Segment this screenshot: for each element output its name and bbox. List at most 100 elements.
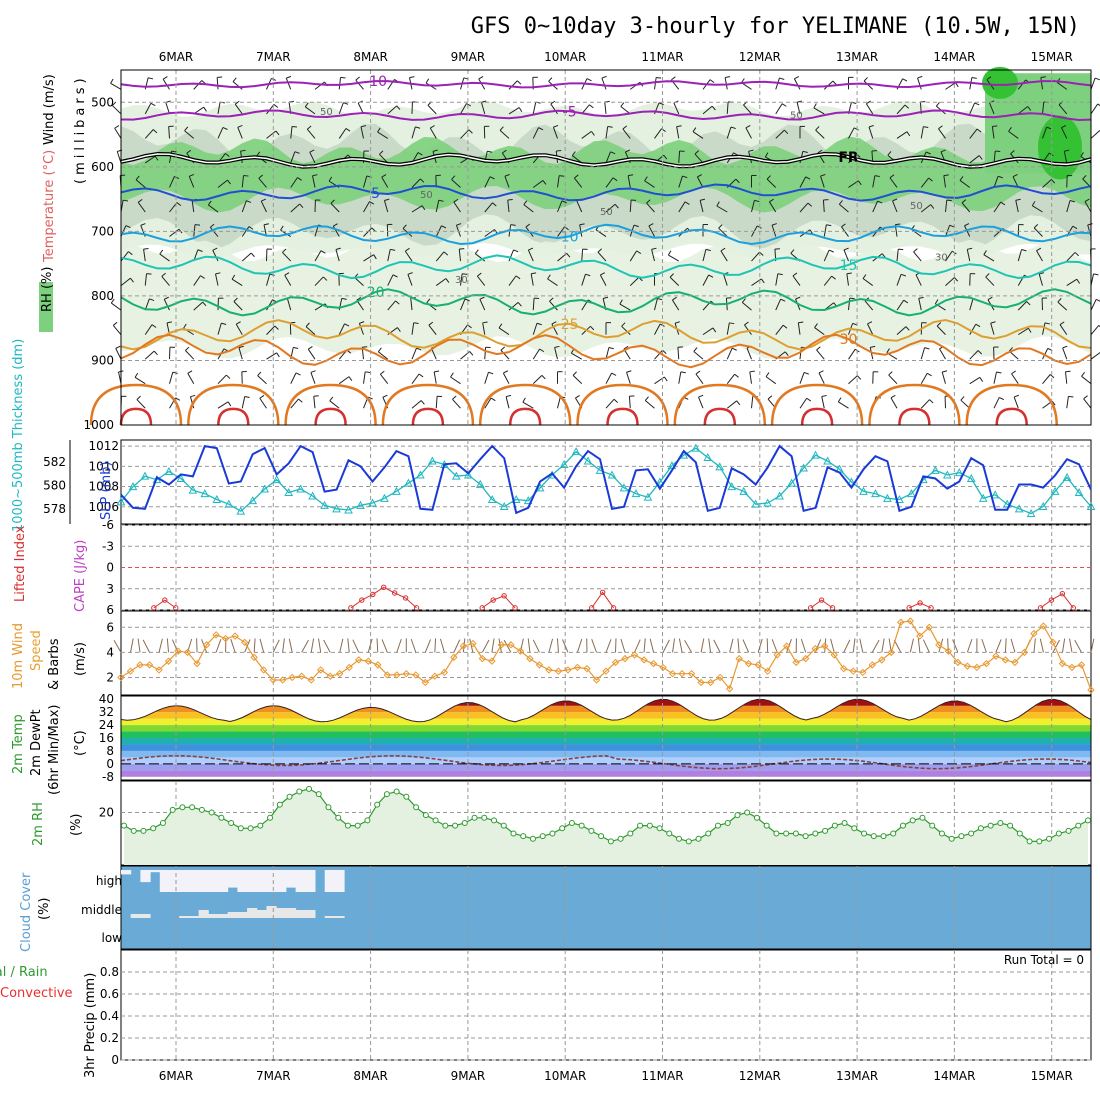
- wind-speed-marker: [963, 662, 972, 670]
- wind-barb-10m: [1052, 639, 1060, 653]
- rh2m-marker: [189, 804, 196, 811]
- wind-barb-10m: [339, 638, 344, 653]
- wind-barb-flag: [718, 224, 723, 229]
- wind-barb-flag: [503, 370, 509, 374]
- wind-barb: [522, 401, 534, 409]
- wind-speed-marker: [155, 666, 163, 674]
- wind-barb-flag: [550, 100, 556, 105]
- wind-barb-flag: [992, 125, 998, 128]
- wind-barb: [1066, 252, 1076, 262]
- rh2m-marker: [218, 814, 225, 821]
- wind-barb: [435, 200, 440, 213]
- wind-barb-flag: [185, 346, 190, 351]
- heating-dome-contour: [770, 383, 864, 426]
- wind-barb-flag: [1000, 201, 1006, 206]
- wind-barb: [938, 128, 946, 139]
- middle-cloud-bar: [130, 914, 141, 918]
- thickness-marker: [308, 491, 317, 500]
- thickness-marker: [368, 498, 377, 507]
- thickness-marker: [499, 501, 509, 510]
- wind-barb-10m: [981, 638, 987, 653]
- wind-barb-10m: [830, 638, 835, 653]
- wind-barb: [266, 273, 271, 286]
- wind-barb: [765, 376, 777, 385]
- wind-barb: [677, 347, 680, 360]
- wind-barb: [135, 179, 146, 188]
- thickness-marker: [200, 489, 210, 498]
- wind-barb-10m: [649, 638, 655, 653]
- wind-barb: [217, 374, 227, 385]
- wind-barb-10m: [1039, 638, 1044, 653]
- heating-dome-contour: [965, 383, 1058, 426]
- wind-barb-flag: [488, 371, 494, 375]
- high-cloud-bar: [285, 870, 297, 888]
- wind-barb-flag: [190, 394, 196, 398]
- wind-barb-10m: [301, 639, 309, 653]
- wind-barb-flag: [601, 75, 607, 79]
- wind-barb-flag: [329, 396, 334, 402]
- wind-barb: [915, 274, 922, 286]
- wind-barb-10m: [1061, 638, 1066, 653]
- lifted-index-marker: [501, 593, 507, 599]
- wind-barb-flag: [708, 274, 714, 278]
- wind-barb: [889, 177, 898, 188]
- rh2m-marker: [403, 793, 410, 800]
- wind-barb: [775, 273, 779, 286]
- lifted-index-marker: [490, 597, 496, 603]
- wind-barb-flag: [150, 102, 156, 107]
- rh2m-marker: [968, 830, 975, 837]
- wind-barb: [217, 127, 224, 139]
- wind-barb: [161, 276, 170, 286]
- wind-barb: [872, 175, 876, 188]
- thickness-marker: [942, 470, 952, 479]
- wind-barb: [557, 226, 565, 237]
- wind-barb: [238, 347, 243, 360]
- wind-barb-flag: [986, 76, 992, 81]
- wind-barb: [1033, 227, 1043, 237]
- wind-barb-flag: [212, 247, 218, 251]
- wind-barb-flag: [360, 125, 366, 128]
- rh2m-marker: [374, 801, 381, 808]
- wind-barb-flag: [269, 273, 275, 276]
- wind-barb-flag: [356, 296, 362, 301]
- wind-barb-flag: [589, 104, 594, 109]
- middle-cloud-bar: [140, 914, 151, 918]
- wind-barb: [410, 298, 413, 311]
- wind-barb-flag: [516, 80, 522, 85]
- wind-barb: [619, 303, 631, 311]
- wind-barb: [335, 249, 340, 262]
- high-cloud-bar: [276, 870, 287, 892]
- lifted-index-marker: [370, 591, 376, 598]
- wind-barb: [862, 278, 874, 286]
- wind-barb: [605, 203, 616, 213]
- wind-barb: [217, 179, 228, 188]
- wind-barb-flag: [730, 126, 736, 130]
- wind-barb-flag: [697, 174, 703, 178]
- wind-barb-flag: [1046, 126, 1052, 130]
- wind-barb-flag: [231, 274, 236, 280]
- thickness-marker: [1026, 508, 1036, 517]
- high-cloud-bar: [159, 870, 170, 892]
- wind-barb-flag: [341, 297, 347, 300]
- wind-barb: [377, 351, 389, 360]
- wind-barb-flag: [322, 276, 328, 281]
- wind-barb-flag: [161, 272, 166, 277]
- bottom-date-label: 15MAR: [1031, 1069, 1073, 1083]
- wind-barb: [453, 201, 461, 213]
- wind-barb: [654, 298, 658, 311]
- temp-color-band: [121, 725, 1091, 732]
- wind-barb: [165, 102, 170, 115]
- thickness-marker: [128, 482, 138, 491]
- wind-barb-flag: [152, 129, 158, 134]
- wind-barb-flag: [551, 321, 557, 325]
- wind-barb-flag: [464, 298, 470, 302]
- wind-barb-flag: [309, 149, 315, 153]
- wind-speed-marker: [221, 634, 230, 643]
- temp-color-band: [121, 718, 1091, 726]
- wind-barb-flag: [767, 395, 773, 400]
- wind-barb-10m: [1090, 638, 1095, 653]
- wind-barb: [775, 324, 784, 335]
- wind-barb-flag: [614, 203, 619, 209]
- wind-barb: [233, 301, 243, 311]
- rh2m-marker: [198, 806, 205, 813]
